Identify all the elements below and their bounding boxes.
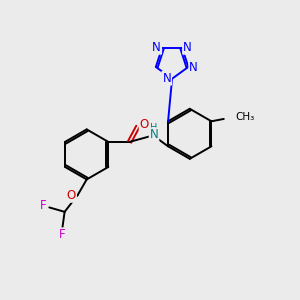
Text: N: N [162, 72, 171, 85]
Text: O: O [140, 118, 149, 131]
Text: F: F [59, 228, 66, 241]
Text: CH₃: CH₃ [235, 112, 254, 122]
Text: O: O [67, 189, 76, 202]
Text: N: N [189, 61, 198, 74]
Text: N: N [152, 41, 161, 54]
Text: F: F [40, 200, 47, 212]
Text: N: N [150, 128, 158, 141]
Text: N: N [183, 41, 192, 54]
Text: H: H [150, 123, 158, 133]
